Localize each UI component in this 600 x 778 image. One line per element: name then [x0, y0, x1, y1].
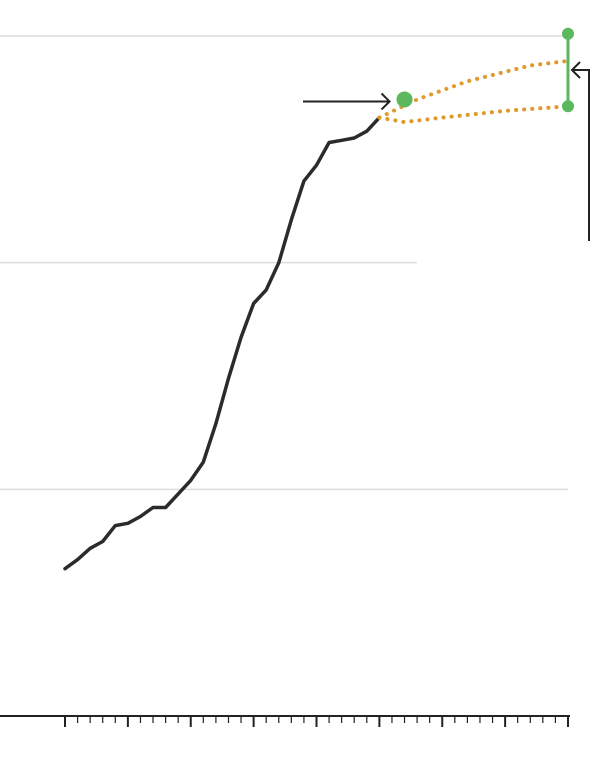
x-axis: [0, 715, 570, 727]
gridlines: [0, 35, 568, 491]
green-range-top-dot: [562, 27, 574, 40]
series-layer: [63, 58, 570, 571]
arrow-to-range-head: [570, 61, 581, 79]
green-point-marker: [396, 91, 413, 108]
annotations-layer: [303, 61, 590, 241]
projection-line-2: [377, 104, 570, 125]
historical-line: [63, 115, 382, 571]
projection-line-1: [377, 58, 570, 120]
markers-layer: [396, 27, 574, 113]
arrow-to-range-shaft: [572, 69, 590, 241]
arrow-to-point-head: [380, 92, 391, 111]
green-range-bottom-dot: [562, 100, 574, 113]
